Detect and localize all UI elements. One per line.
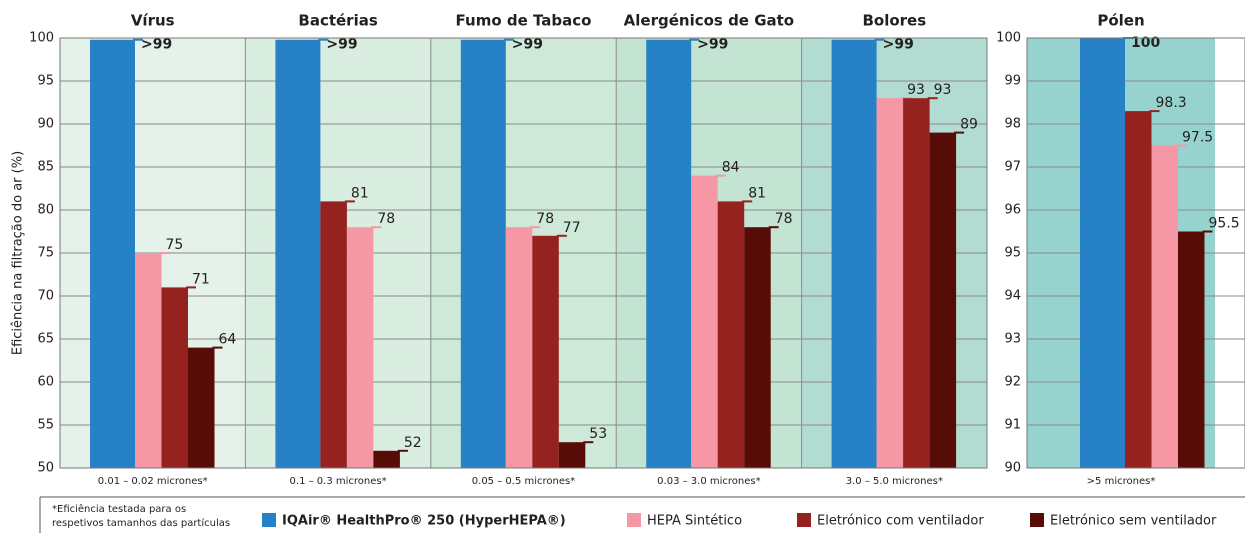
y-tick-label: 90 — [37, 117, 54, 132]
value-label: 77 — [563, 220, 581, 236]
bar — [161, 287, 188, 468]
value-label: 81 — [351, 185, 369, 201]
category-title: Vírus — [131, 12, 175, 30]
bar — [135, 253, 162, 468]
category-title: Bactérias — [298, 12, 377, 30]
value-label: >99 — [326, 37, 357, 53]
bar — [1080, 38, 1125, 468]
value-label: 93 — [907, 82, 925, 98]
y-axis-label: Eficiência na filtração do ar (%) — [11, 151, 26, 355]
value-label: 78 — [536, 211, 554, 227]
bar — [90, 39, 135, 468]
y-tick-label: 95 — [1004, 246, 1021, 261]
y-tick-label: 90 — [1004, 461, 1021, 476]
value-label: 75 — [166, 237, 184, 253]
category-sublabel: 0.01 – 0.02 micrones* — [98, 476, 208, 487]
legend-label: Eletrónico com ventilador — [817, 514, 984, 529]
legend-label: HEPA Sintético — [647, 514, 742, 529]
y-tick-label: 80 — [37, 203, 54, 218]
bar — [744, 227, 771, 468]
category-sublabel: 0.03 – 3.0 micrones* — [657, 476, 760, 487]
bar — [188, 347, 215, 468]
bar — [373, 450, 400, 468]
y-tick-label: 65 — [37, 332, 54, 347]
footnote: respetivos tamanhos das partículas — [52, 517, 230, 529]
value-label: 93 — [934, 82, 952, 98]
value-label: 52 — [404, 435, 422, 451]
plot-border — [59, 37, 988, 469]
bar — [505, 227, 533, 468]
value-label: 84 — [722, 160, 740, 176]
category-sublabel: 0.1 – 0.3 micrones* — [290, 476, 387, 487]
y-tick-label: 85 — [37, 160, 54, 175]
legend-swatch — [1030, 513, 1044, 527]
y-tick-label: 100 — [29, 31, 54, 46]
y-tick-label: 94 — [1004, 289, 1021, 304]
bar — [532, 235, 559, 468]
bar — [691, 175, 718, 468]
category-sublabel: 0.05 – 0.5 micrones* — [472, 476, 575, 487]
bar — [460, 39, 506, 468]
y-tick-label: 99 — [1004, 74, 1021, 89]
legend-swatch — [797, 513, 811, 527]
category-title: Fumo de Tabaco — [456, 12, 592, 30]
value-label: >99 — [141, 37, 172, 53]
legend-label: Eletrónico sem ventilador — [1050, 514, 1217, 529]
y-tick-label: 96 — [1004, 203, 1021, 218]
y-tick-label: 98 — [1004, 117, 1021, 132]
bar — [1125, 111, 1152, 468]
value-label: 81 — [748, 185, 766, 201]
bar — [1178, 231, 1205, 468]
category-sublabel: >5 micrones* — [1087, 476, 1156, 487]
y-tick-label: 97 — [1004, 160, 1021, 175]
value-label: 97.5 — [1182, 130, 1213, 146]
value-label: 78 — [377, 211, 395, 227]
legend-swatch — [262, 513, 276, 527]
y-tick-label: 95 — [37, 74, 54, 89]
category-title: Alergénicos de Gato — [624, 12, 794, 30]
bar — [320, 201, 347, 468]
value-label: 100 — [1131, 35, 1160, 51]
value-label: 78 — [775, 211, 793, 227]
bar — [275, 39, 321, 468]
bar — [558, 442, 586, 468]
y-tick-label: 75 — [37, 246, 54, 261]
value-label: 95.5 — [1209, 216, 1240, 232]
y-tick-label: 70 — [37, 289, 54, 304]
value-label: 98.3 — [1156, 95, 1187, 111]
bar — [1151, 145, 1178, 468]
value-label: 53 — [589, 426, 607, 442]
bar — [876, 98, 904, 468]
footnote: *Eficiência testada para os — [52, 503, 186, 515]
value-label: 89 — [960, 117, 978, 133]
y-tick-label: 60 — [37, 375, 54, 390]
y-tick-label: 91 — [1004, 418, 1021, 433]
value-label: >99 — [883, 37, 914, 53]
category-sublabel: 3.0 – 5.0 micrones* — [846, 476, 943, 487]
value-label: >99 — [697, 37, 728, 53]
legend-label: IQAir® HealthPro® 250 (HyperHEPA®) — [282, 514, 566, 529]
y-tick-label: 100 — [996, 31, 1021, 46]
bar — [903, 98, 930, 468]
bar — [646, 39, 692, 468]
bar — [831, 39, 877, 468]
bar — [717, 201, 745, 468]
bar — [929, 132, 957, 468]
category-title: Bolores — [862, 12, 926, 30]
bar — [346, 227, 374, 468]
plot-border — [1026, 37, 1245, 469]
y-tick-label: 93 — [1004, 332, 1021, 347]
y-tick-label: 92 — [1004, 375, 1021, 390]
value-label: >99 — [512, 37, 543, 53]
y-tick-label: 55 — [37, 418, 54, 433]
legend-swatch — [627, 513, 641, 527]
category-title: Pólen — [1097, 12, 1144, 30]
value-label: 64 — [219, 332, 237, 348]
value-label: 71 — [192, 271, 210, 287]
y-tick-label: 50 — [37, 461, 54, 476]
